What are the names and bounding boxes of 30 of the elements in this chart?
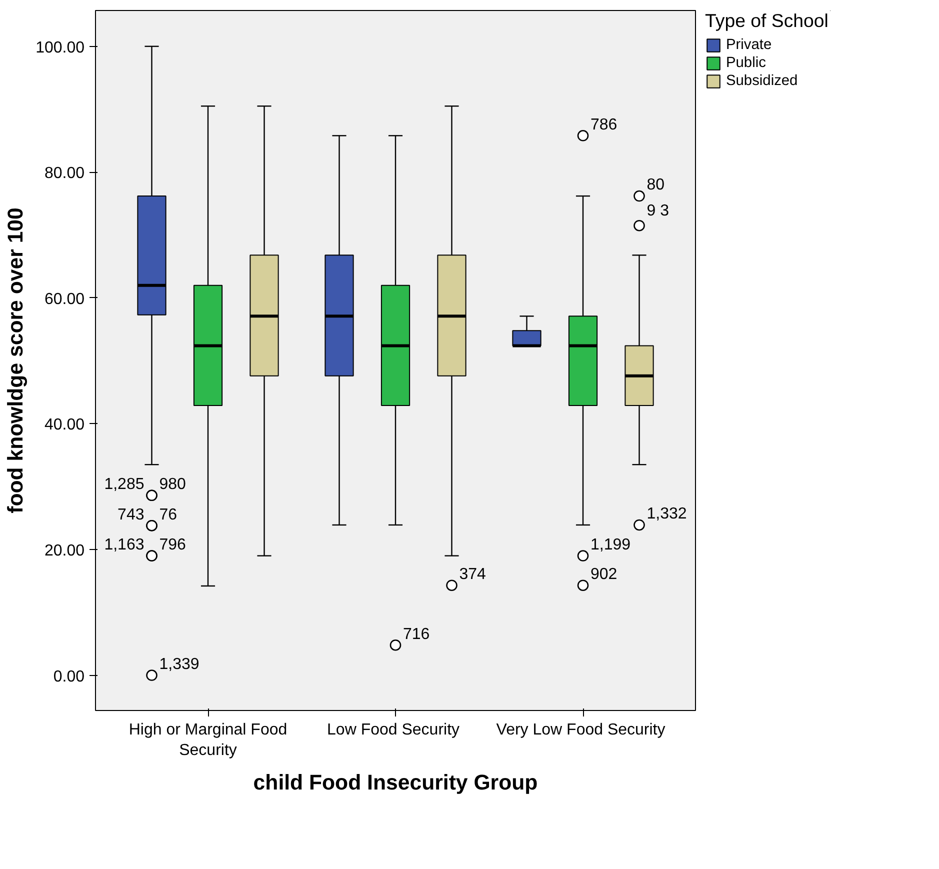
y-tick-label: 100.00: [36, 39, 85, 56]
y-tick-label: 60.00: [44, 290, 85, 308]
annotation: 1,285: [104, 476, 144, 494]
annotation: 743: [118, 506, 144, 524]
annotation: 1,163: [104, 536, 144, 554]
y-axis-title: food knowldge score over 100: [4, 208, 28, 514]
y-tick-label: 20.00: [44, 542, 85, 560]
x-tick-label: High or Marginal Food Security: [128, 722, 288, 759]
annotation: 796: [159, 536, 186, 554]
annotation: 9 3: [646, 202, 670, 220]
annotation: 902: [590, 566, 618, 584]
legend-label: Private: [726, 37, 772, 53]
annotation: 80: [646, 176, 665, 194]
x-tick-label: Very Low Food Security: [496, 722, 666, 738]
x-axis-title: child Food Insecurity Group: [253, 770, 538, 794]
y-tick-label: 40.00: [44, 416, 85, 434]
annotation: 980: [159, 476, 186, 494]
legend-label: Subsidized: [726, 73, 798, 89]
legend-title: Type of School: [705, 10, 828, 32]
annotation: 76: [159, 506, 178, 524]
annotation: 1,199: [590, 536, 631, 554]
x-tick-label: Low Food Security: [327, 722, 460, 738]
annotation: 374: [459, 566, 486, 584]
annotation: 1,339: [159, 656, 200, 673]
y-tick-label: 0.00: [53, 668, 85, 686]
annotation: 786: [590, 116, 618, 134]
y-tick-label: 80.00: [44, 165, 85, 182]
legend-label: Public: [726, 55, 766, 71]
annotation: 1,332: [646, 506, 687, 523]
annotation: 716: [403, 626, 430, 643]
